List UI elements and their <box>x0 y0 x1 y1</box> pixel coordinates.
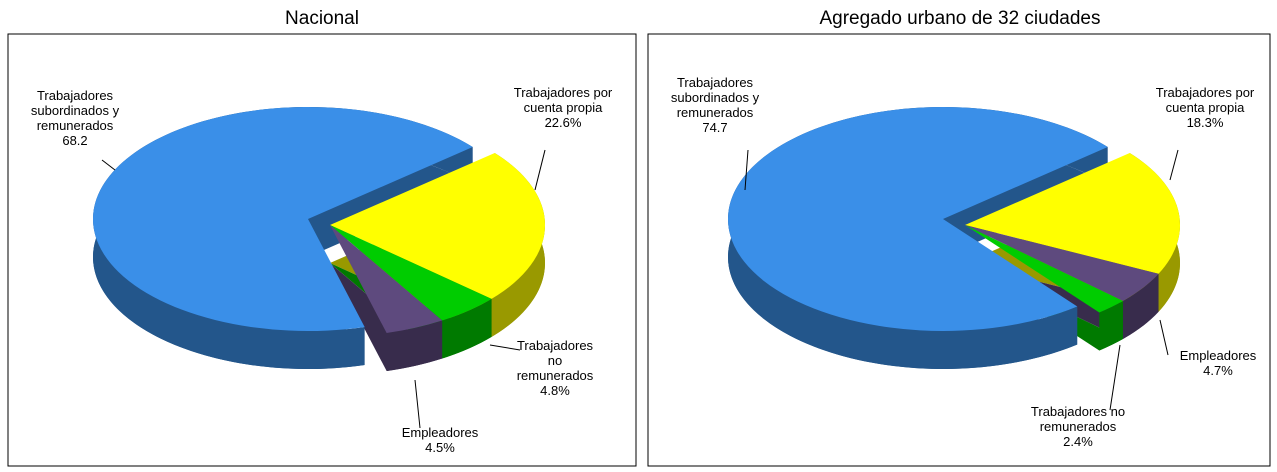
category-label: Trabajadores subordinados y remunerados <box>30 88 120 133</box>
value-label: 22.6% <box>544 115 582 130</box>
slice <box>330 225 492 321</box>
category-label: Empleadores <box>1179 348 1257 363</box>
leader-line <box>1169 149 1179 181</box>
value-label: 18.3% <box>1186 115 1224 130</box>
slice-side <box>1099 300 1123 351</box>
data-label: Trabajadores por cuenta propia 22.6% <box>508 85 618 130</box>
data-label: Empleadores 4.5% <box>385 425 495 455</box>
data-label: Trabajadores no remunerados 4.8% <box>510 338 600 398</box>
value-label: 2.4% <box>1063 434 1093 449</box>
value-label: 4.5% <box>425 440 455 455</box>
category-label: Trabajadores subordinados y remunerados <box>670 75 760 120</box>
slice <box>965 225 1123 313</box>
value-label: 68.2 <box>62 133 88 148</box>
value-label: 4.7% <box>1203 363 1233 378</box>
slice-side <box>442 298 492 359</box>
leader-line <box>744 149 749 191</box>
data-label: Trabajadores subordinados y remunerados 6… <box>20 88 130 148</box>
slice-side <box>386 320 443 372</box>
panel-frame <box>7 33 637 467</box>
category-label: Trabajadores por cuenta propia <box>1155 85 1255 115</box>
category-label: Trabajadores no remunerados <box>1030 404 1126 434</box>
value-label: 4.8% <box>540 383 570 398</box>
panel-frame <box>647 33 1271 467</box>
slice-side <box>1122 273 1159 339</box>
slice <box>728 107 1108 331</box>
data-label: Trabajadores subordinados y remunerados 7… <box>660 75 770 135</box>
data-label: Trabajadores no remunerados 2.4% <box>1023 404 1133 449</box>
leader-line <box>534 149 546 191</box>
data-label: Empleadores 4.7% <box>1173 348 1263 378</box>
leader-line <box>101 159 116 171</box>
leader-line <box>1159 319 1169 356</box>
category-label: Trabajadores por cuenta propia <box>513 85 613 115</box>
category-label: Trabajadores no remunerados <box>516 338 594 383</box>
chart-title: Nacional <box>285 8 359 29</box>
slice <box>965 153 1180 274</box>
slice <box>330 153 545 299</box>
leader-line <box>1109 344 1121 411</box>
slice <box>330 225 443 334</box>
slice <box>965 225 1159 301</box>
slice <box>93 107 473 331</box>
chart-title: Agregado urbano de 32 ciudades <box>819 8 1101 29</box>
data-label: Trabajadores por cuenta propia 18.3% <box>1150 85 1260 130</box>
value-label: 74.7 <box>702 120 728 135</box>
leader-line <box>414 379 421 429</box>
category-label: Empleadores <box>401 425 479 440</box>
leader-line <box>489 344 521 351</box>
